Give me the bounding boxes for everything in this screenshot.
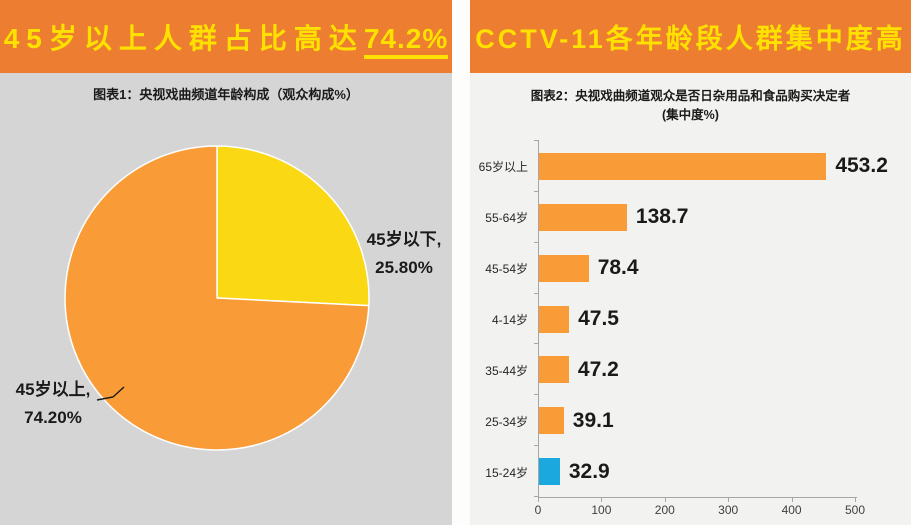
bar-45-54岁 [539,254,589,282]
bar-panel: CCTV-11各年龄段人群集中度高 图表2：央视戏曲频道观众是否日杂用品和食品购… [470,0,911,525]
bar-value-45-54岁: 78.4 [597,256,639,280]
bar-65岁以上 [539,152,827,180]
y-axis-tick [534,394,538,396]
bar-35-44岁 [539,356,569,384]
pie-panel-title-highlight: 74.2% [363,22,449,59]
x-axis-line [538,497,857,498]
y-axis-tick [534,140,538,141]
x-axis-tick [601,498,603,502]
bar-chart-caption-line1: 图表2：央视戏曲频道观众是否日杂用品和食品购买决定者 [530,89,851,103]
bar-category-label-25-34岁: 25-34岁 [485,414,528,429]
y-axis-tick [534,241,538,243]
pie-label-category: 45岁以下, [366,230,442,249]
y-axis-tick [534,496,538,497]
y-axis-tick [534,343,538,345]
x-axis-tick [855,498,856,502]
x-axis-tick [538,498,539,502]
panel-divider [452,0,470,525]
bar-4-14岁 [539,305,570,333]
pie-label-45岁以上: 45岁以上, 74.20% [0,376,106,432]
pie-label-value: 25.80% [375,258,433,277]
pie-label-category: 45岁以上, [15,380,91,399]
x-tick-label-100: 100 [591,503,612,517]
y-axis-tick [534,190,538,192]
x-axis-tick [791,498,793,502]
x-tick-label-500: 500 [844,503,866,517]
pie-slice-45岁以下 [216,145,370,307]
pie-chart-caption: 图表1：央视戏曲频道年龄构成（观众构成%） [93,87,359,102]
bar-category-label-35-44岁: 35-44岁 [485,363,528,378]
pie-panel-title: 45岁以上人群占比高达74.2% [3,17,449,59]
x-tick-label-0: 0 [534,503,542,517]
pie-slice-45岁以上 [64,145,370,451]
bar-value-15-24岁: 32.9 [568,459,610,483]
pie-chart [64,145,370,451]
bar-15-24岁 [539,458,560,486]
x-axis-tick [728,498,730,502]
pie-panel-header: 45岁以上人群占比高达74.2% [0,0,452,73]
bar-panel-header: CCTV-11各年龄段人群集中度高 [470,0,911,73]
bar-category-label-65岁以上: 65岁以上 [478,160,528,175]
bar-category-label-15-24岁: 15-24岁 [485,465,528,480]
bar-value-4-14岁: 47.5 [578,307,619,330]
bar-25-34岁 [539,407,564,435]
bar-category-label-4-14岁: 4-14岁 [491,313,528,327]
pie-panel: 45岁以上人群占比高达74.2% 图表1：央视戏曲频道年龄构成（观众构成%） 4… [0,0,452,525]
x-tick-label-400: 400 [781,503,802,517]
pie-panel-title-text: 45岁以上人群占比高达 [3,22,364,54]
bar-chart-caption-line2: (集中度%) [662,108,719,122]
bar-chart: 65岁以上 453.2 55-64岁 138.7 45-54岁 78.4 4-14岁 47.5… [470,0,911,525]
pie-leader-line [96,386,125,401]
bar-value-55-64岁: 138.7 [635,205,689,229]
x-tick-label-300: 300 [718,503,739,517]
x-tick-label-200: 200 [654,503,675,517]
bar-value-65岁以上: 453.2 [835,154,888,178]
y-axis-tick [534,292,538,294]
x-axis-tick [664,498,666,502]
bar-value-35-44岁: 47.2 [577,357,619,381]
y-axis-line [538,140,539,497]
bar-55-64岁 [539,203,627,231]
y-axis-tick [534,445,538,447]
bar-panel-title: CCTV-11各年龄段人群集中度高 [475,24,906,54]
pie-label-value: 74.20% [24,408,82,427]
bar-category-label-45-54岁: 45-54岁 [485,262,528,277]
bar-value-25-34岁: 39.1 [572,408,614,432]
bar-category-label-55-64岁: 55-64岁 [485,211,528,226]
pie-label-45岁以下: 45岁以下, 25.80% [352,226,452,282]
